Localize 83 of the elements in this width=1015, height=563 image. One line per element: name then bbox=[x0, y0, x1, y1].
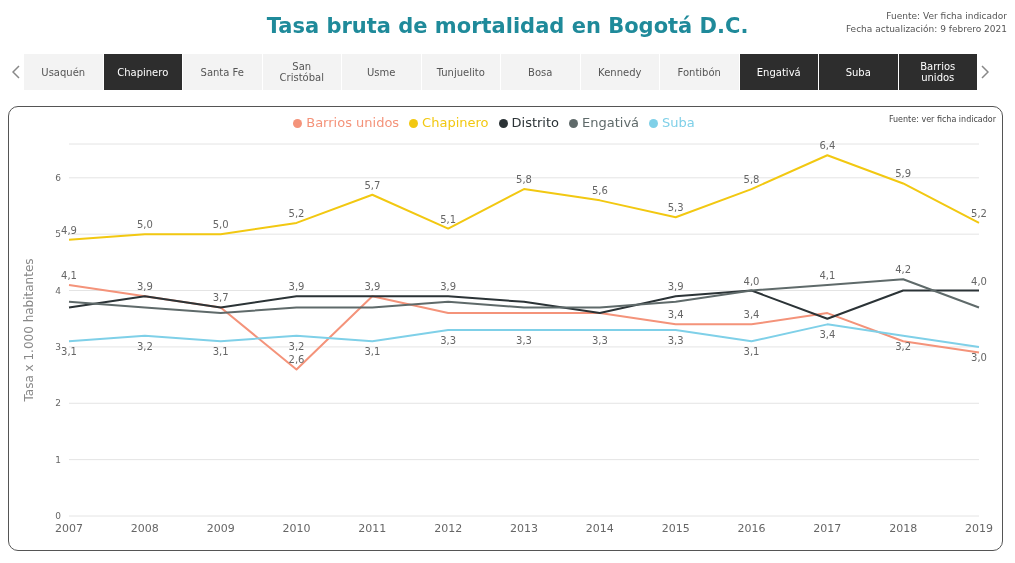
data-label: 3,9 bbox=[440, 281, 457, 293]
y-tick-label: 3 bbox=[55, 342, 61, 353]
text: Tunjuelito bbox=[421, 54, 500, 90]
y-tick-label: 6 bbox=[55, 173, 62, 184]
text: Bosa bbox=[501, 54, 580, 90]
x-tick-label: 2007 bbox=[55, 521, 83, 535]
data-label: 3,1 bbox=[212, 346, 229, 358]
legend-label: Distrito bbox=[511, 115, 560, 130]
data-label: 3,0 bbox=[971, 351, 987, 363]
x-tick-label: 2012 bbox=[434, 521, 463, 535]
x-tick-label: 2011 bbox=[358, 521, 387, 535]
data-label: 5,0 bbox=[212, 219, 229, 231]
text: Kennedy bbox=[580, 54, 659, 90]
x-tick-label: 2009 bbox=[206, 521, 235, 535]
text: Usme bbox=[342, 54, 421, 90]
data-label: 3,2 bbox=[136, 340, 153, 352]
data-label: 4,9 bbox=[61, 224, 77, 236]
data-label: 3,3 bbox=[667, 335, 684, 346]
data-label: 5,2 bbox=[288, 207, 305, 219]
data-label: 3,7 bbox=[212, 292, 229, 304]
data-label: 5,1 bbox=[440, 213, 457, 225]
text: Fecha actualización: 9 febrero 2021 bbox=[845, 23, 1007, 36]
y-tick-label: 4 bbox=[55, 285, 62, 296]
data-label: 5,3 bbox=[667, 202, 684, 214]
data-label: 4,1 bbox=[61, 269, 77, 281]
data-label: 5,2 bbox=[971, 207, 987, 219]
data-label: 6,4 bbox=[819, 140, 836, 152]
y-tick-label: 1 bbox=[55, 454, 61, 465]
data-label: 4,0 bbox=[743, 275, 760, 287]
data-label: 3,9 bbox=[364, 281, 381, 293]
y-tick-label: 0 bbox=[55, 511, 62, 522]
x-tick-label: 2016 bbox=[737, 521, 766, 535]
data-label: 5,8 bbox=[516, 174, 532, 186]
text: Tasa bruta de mortalidad en Bogotá D.C. bbox=[266, 14, 749, 38]
text: Engativá bbox=[739, 54, 818, 90]
data-label: 3,3 bbox=[591, 335, 608, 346]
line-series bbox=[68, 289, 980, 320]
source-note: Fuente: ver ficha indicador bbox=[888, 115, 996, 124]
data-label: 3,9 bbox=[136, 281, 153, 293]
text: Usaquén bbox=[24, 54, 103, 90]
y-tick-label: 2 bbox=[55, 398, 61, 409]
data-label: 5,6 bbox=[591, 185, 608, 197]
data-label: 3,3 bbox=[516, 335, 532, 346]
data-label: 3,4 bbox=[667, 309, 684, 321]
y-tick-label: 5 bbox=[55, 229, 61, 240]
text: San Cristóbal bbox=[262, 54, 341, 90]
data-label: 3,9 bbox=[667, 281, 684, 293]
text: Chapinero bbox=[103, 54, 182, 90]
data-label: 3,1 bbox=[743, 346, 760, 358]
data-label: 4,2 bbox=[895, 264, 912, 276]
x-tick-label: 2010 bbox=[282, 521, 311, 535]
legend-label: Suba bbox=[662, 115, 695, 130]
source-note: Fuente: Ver ficha indicador bbox=[885, 10, 1007, 23]
data-label: 3,1 bbox=[364, 346, 381, 358]
data-label: 4,0 bbox=[971, 275, 987, 287]
x-tick-label: 2015 bbox=[661, 521, 690, 535]
text: Barrios unidos bbox=[898, 54, 977, 90]
legend-label: Engativá bbox=[582, 115, 640, 130]
text: Fontibón bbox=[660, 54, 739, 90]
legend-label: Chapinero bbox=[422, 115, 489, 130]
data-label: 3,2 bbox=[895, 340, 912, 352]
data-label: 3,4 bbox=[819, 329, 836, 341]
data-label: 4,1 bbox=[819, 269, 836, 281]
legend-label: Barrios unidos bbox=[306, 115, 400, 130]
data-label: 3,3 bbox=[440, 335, 457, 346]
text: Santa Fe bbox=[183, 54, 262, 90]
x-tick-label: 2018 bbox=[889, 521, 918, 535]
data-label: 2,6 bbox=[288, 354, 305, 366]
data-label: 5,0 bbox=[136, 219, 153, 231]
x-tick-label: 2013 bbox=[510, 521, 538, 535]
x-tick-label: 2017 bbox=[813, 521, 842, 535]
y-axis-title: Tasa x 1.000 habitantes bbox=[22, 258, 37, 403]
text: Suba bbox=[819, 54, 898, 90]
x-tick-label: 2014 bbox=[585, 521, 614, 535]
data-label: 3,9 bbox=[288, 281, 305, 293]
data-label: 3,4 bbox=[743, 309, 760, 321]
x-tick-label: 2008 bbox=[130, 521, 159, 535]
x-tick-label: 2019 bbox=[965, 521, 993, 535]
data-label: 3,2 bbox=[288, 340, 305, 352]
data-label: 3,1 bbox=[61, 346, 77, 358]
data-label: 5,9 bbox=[895, 168, 912, 180]
data-label: 5,7 bbox=[364, 179, 381, 191]
data-label: 5,8 bbox=[743, 174, 760, 186]
